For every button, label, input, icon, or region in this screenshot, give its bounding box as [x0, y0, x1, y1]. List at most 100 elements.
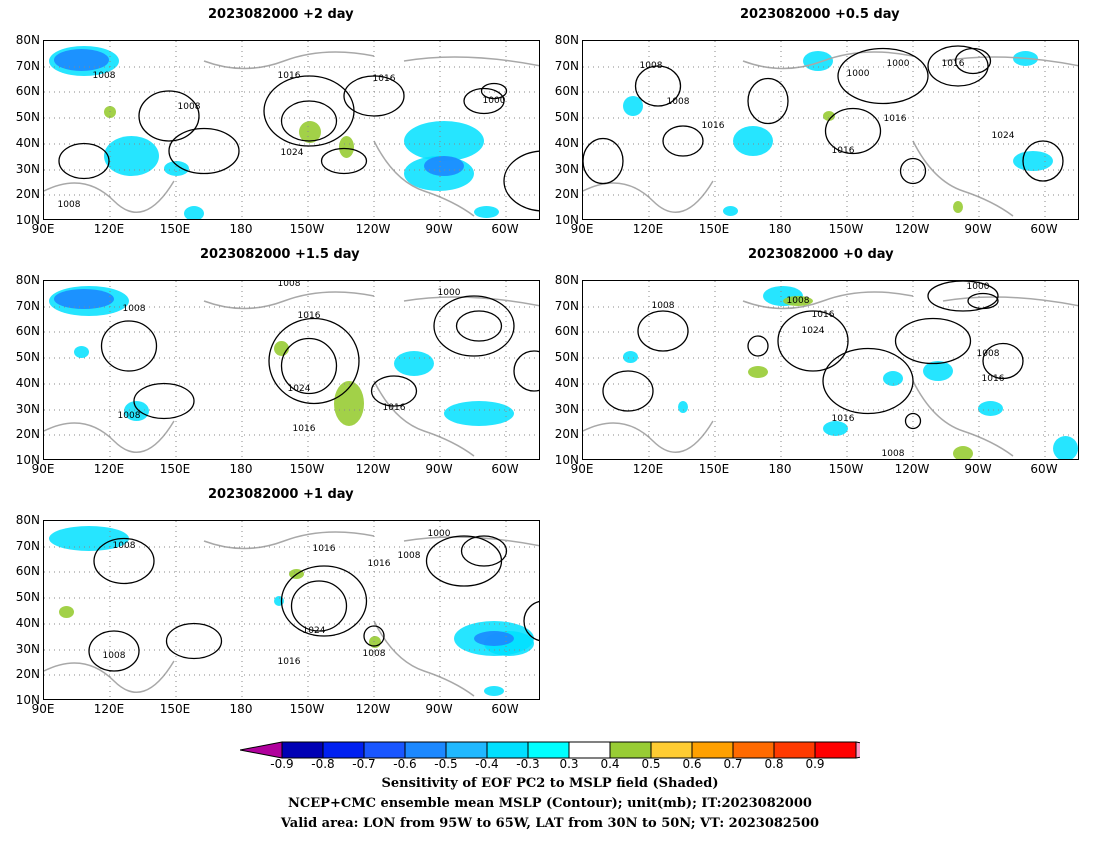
latitude-tick-label: 40N	[15, 376, 40, 390]
latitude-tick-label: 40N	[554, 136, 579, 150]
contour-label: 1016	[942, 59, 965, 69]
contour-label: 1008	[882, 449, 905, 459]
mslp-contour	[899, 157, 927, 185]
mslp-contour	[463, 87, 505, 115]
sensitivity-shading-positive	[783, 296, 813, 306]
sensitivity-shading-negative	[923, 361, 953, 381]
contour-label: 1016	[298, 311, 321, 321]
colorbar-tick-label: 0.9	[805, 757, 825, 771]
mslp-contour	[343, 75, 405, 117]
sensitivity-shading-strong-negative	[424, 156, 464, 176]
latitude-tick-label: 30N	[15, 162, 40, 176]
longitude-tick-label: 90E	[570, 462, 594, 476]
mslp-contour	[100, 320, 158, 372]
colorbar-tick-label: -0.7	[352, 757, 376, 771]
latitude-tick-label: 70N	[554, 299, 579, 313]
panel-title: 2023082000 +0.5 day	[740, 7, 900, 22]
mslp-contour	[904, 412, 922, 430]
latitude-tick-label: 80N	[15, 273, 40, 287]
contour-label: 1016	[982, 374, 1005, 384]
mslp-contour	[320, 147, 368, 175]
mslp-contour	[523, 600, 539, 642]
contour-label: 1024	[281, 148, 304, 158]
longitude-tick-label: 180	[229, 222, 253, 236]
latitude-tick-label: 10N	[15, 693, 40, 707]
mslp-contour	[280, 337, 338, 395]
mslp-contour	[824, 107, 882, 155]
mslp-contour	[602, 370, 654, 412]
sensitivity-shading-positive	[59, 606, 74, 618]
mslp-contour	[460, 535, 508, 567]
mslp-contour	[168, 127, 240, 175]
mslp-contour	[480, 82, 508, 100]
mslp-contour	[370, 375, 418, 407]
latitude-tick-label: 20N	[15, 427, 40, 441]
mslp-contour	[822, 347, 914, 415]
mslp-contour	[93, 537, 155, 585]
colorbar-tick-label: -0.8	[311, 757, 335, 771]
colorbar-min-arrow	[240, 741, 283, 759]
colorbar-swatch	[568, 741, 611, 759]
longitude-tick-label: 60W	[491, 222, 519, 236]
contour-label: 1008	[113, 541, 136, 551]
longitude-tick-label: 90E	[31, 222, 55, 236]
colorbar-tick-label: 0.6	[682, 757, 702, 771]
colorbar-tick-label: 0.8	[764, 757, 784, 771]
longitude-tick-label: 150W	[289, 222, 325, 236]
latitude-tick-label: 50N	[554, 110, 579, 124]
contour-label: 1008	[363, 649, 386, 659]
contour-label: 1008	[278, 281, 301, 289]
longitude-tick-label: 150W	[828, 462, 864, 476]
contour-label: 1016	[884, 114, 907, 124]
longitude-tick-label: 150E	[159, 702, 191, 716]
latitude-tick-label: 80N	[15, 513, 40, 527]
colorbar-swatch	[609, 741, 652, 759]
longitude-tick-label: 120W	[894, 462, 930, 476]
contour-label: 1008	[787, 296, 810, 306]
sensitivity-shading-strong-negative	[474, 631, 514, 646]
coastline	[583, 291, 1078, 457]
contour-label: 1008	[118, 411, 141, 421]
longitude-tick-label: 120E	[632, 462, 664, 476]
sensitivity-shading-negative	[164, 161, 189, 176]
latitude-tick-label: 80N	[15, 33, 40, 47]
colorbar-tick-label: 0.7	[723, 757, 743, 771]
sensitivity-shading-positive	[823, 111, 835, 121]
sensitivity-shading-positive	[953, 201, 963, 213]
colorbar-swatch	[814, 741, 857, 759]
contour-label: 1016	[313, 544, 336, 554]
longitude-tick-label: 120E	[93, 702, 125, 716]
longitude-tick-label: 180	[768, 462, 792, 476]
longitude-tick-label: 150E	[698, 222, 730, 236]
colorbar-swatch	[650, 741, 693, 759]
latitude-tick-label: 10N	[15, 453, 40, 467]
sensitivity-shading-negative	[124, 401, 149, 421]
latitude-tick-label: 80N	[554, 33, 579, 47]
mslp-contour	[133, 382, 195, 420]
latitude-tick-label: 20N	[554, 427, 579, 441]
longitude-tick-label: 150E	[159, 462, 191, 476]
latitude-tick-label: 20N	[15, 187, 40, 201]
contour-label: 1016	[383, 403, 406, 413]
contour-label: 1016	[832, 414, 855, 424]
mslp-contour	[747, 335, 769, 357]
contour-label: 1000	[967, 282, 990, 292]
latitude-tick-label: 20N	[554, 187, 579, 201]
latitude-tick-label: 50N	[15, 110, 40, 124]
panel-title: 2023082000 +1 day	[208, 487, 354, 502]
map-frame: 1008 1008 1000 1000 1016 1016 1016 1024 1016	[582, 40, 1079, 220]
sensitivity-shading-negative	[623, 96, 643, 116]
latitude-tick-label: 40N	[15, 136, 40, 150]
mslp-contour	[662, 125, 704, 157]
colorbar-max-arrow	[855, 741, 860, 759]
sensitivity-shading-positive	[274, 341, 289, 356]
latitude-tick-label: 60N	[554, 324, 579, 338]
contour-label: 1008	[103, 651, 126, 661]
map-canvas: 1008 1016 1016 1008 1000 1024 1008	[44, 41, 539, 219]
colorbar	[240, 741, 860, 759]
longitude-tick-label: 150W	[828, 222, 864, 236]
sensitivity-shading-negative	[883, 371, 903, 386]
map-canvas: 1008 1016 1016 1008 1000 1024 1016 1008 1008	[44, 521, 539, 699]
latitude-tick-label: 50N	[554, 350, 579, 364]
colorbar-swatch	[281, 741, 324, 759]
